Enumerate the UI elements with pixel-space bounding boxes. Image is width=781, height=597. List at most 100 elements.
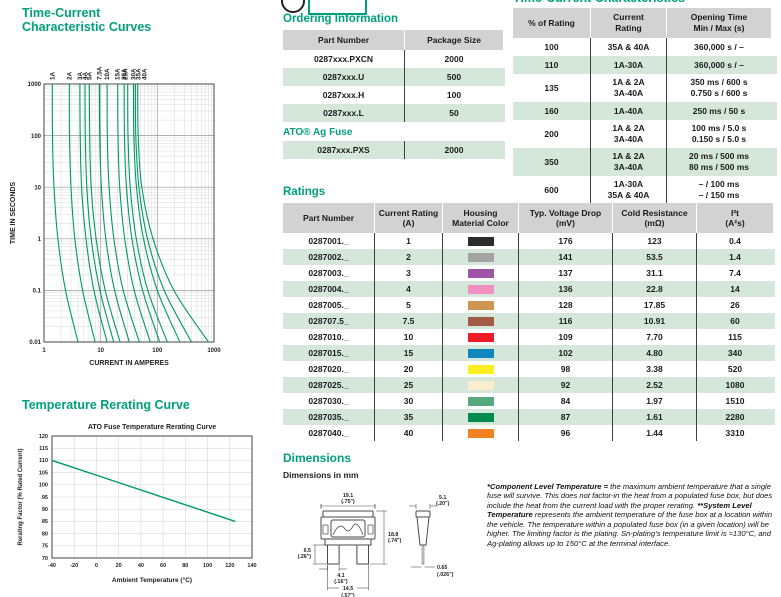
x-tick: 100 (152, 348, 163, 354)
ratings-row-cell: 136 (519, 281, 613, 298)
ratings-row-line: 128 (558, 299, 573, 310)
curve-label-25A: 25A (123, 68, 130, 80)
housing-color-swatch-violet (467, 268, 494, 278)
ratings-row-line: 25 (403, 379, 414, 390)
ratings-row-line: 22.8 (646, 283, 663, 294)
tcc-row-cell: 35A & 40A (591, 38, 667, 56)
ratings-row-cell: 40 (375, 425, 443, 442)
tcc-row-line: 3A-40A (613, 88, 644, 98)
ratings-row-line: 1.44 (646, 427, 663, 438)
fuse-side-view (415, 510, 431, 565)
x-tick: -20 (70, 563, 78, 569)
curve-40A (137, 83, 209, 343)
tcc-header-row: % of Rating Current Rating Opening Time Min … (513, 8, 777, 38)
ratings-row-line: 2 (406, 251, 411, 262)
ratings-row-cell: 520 (697, 361, 773, 377)
dimension-labels: 19.1 (.75") 5.1 (.20") 18.8 (.74") 6.5 (… (298, 493, 454, 597)
tcc-row-line: 110 (544, 59, 559, 70)
dim-span-in: (.57") (341, 593, 355, 597)
x-tick: 100 (203, 563, 212, 569)
y-tick: 110 (39, 458, 48, 464)
ratings-row-cell: 0287025._ (283, 377, 375, 394)
tcc-row-line: 0.150 s / 5.0 s (691, 134, 747, 144)
ratings-row: 0287010._ 10 109 7.70 115 (283, 329, 775, 346)
ratings-row-line: 40 (403, 427, 414, 438)
tcc-row-cell: 350 (513, 148, 591, 176)
x-tick: 1000 (207, 348, 221, 354)
curve-2A (68, 83, 96, 343)
ratings-row-cell: 0287001._ (283, 233, 375, 250)
tcc-header-row-line: Opening Time (690, 12, 748, 23)
ordering-ag-row: 0287xxx.PXS 2000 (283, 141, 505, 160)
ratings-header-row-line: Part Number (302, 212, 354, 223)
tcc-row-line: – / 100 ms (698, 179, 740, 190)
tcc-row-cell: 20 ms / 500 ms 80 ms / 500 ms (667, 148, 771, 176)
ratings-row-line: 0287001._ (308, 235, 349, 246)
x-tick: 140 (247, 563, 256, 569)
tcc-row: 110 1A-30A 360,000 s / – (513, 56, 777, 74)
ratings-row: 0287020._ 20 98 3.38 520 (283, 361, 775, 378)
ratings-row-cell: 20 (375, 361, 443, 378)
ratings-row-cell: 92 (519, 377, 613, 394)
ratings-header-row-line: Material Color (452, 218, 509, 229)
ratings-row-cell: 0287035._ (283, 409, 375, 426)
ordering-header-row-line: Package Size (427, 34, 481, 45)
ratings-row-cell: 137 (519, 265, 613, 282)
y-tick: 1 (38, 237, 42, 243)
dimensions-section: Dimensions Dimensions in mm (283, 451, 483, 597)
tcc-row-line: 3A-40A (613, 162, 644, 172)
x-tick: 120 (225, 563, 234, 569)
ordering-row: 0287xxx.H 100 (283, 86, 505, 105)
dimension-lines (313, 503, 437, 590)
ratings-row-line: 028707.5_ (308, 315, 349, 326)
ratings-header-row-line: Cold Resistance (621, 207, 688, 218)
tcc-row-cell: 200 (513, 120, 591, 148)
ratings-row-line: 0287025._ (308, 379, 349, 390)
curve-label-5A: 5A (86, 71, 93, 80)
ordering-row-line: 50 (449, 107, 459, 118)
ratings-row-line: 53.5 (646, 251, 663, 262)
tcc-row-cell: 600 (513, 176, 591, 204)
curve-label-10A: 10A (104, 68, 111, 80)
tcc-row-line: 135 (544, 82, 559, 93)
ordering-ag-table: 0287xxx.PXS 2000 (283, 141, 505, 160)
ordering-header-row-cell: Part Number (283, 30, 405, 51)
ratings-row-cell: 7.5 (375, 313, 443, 330)
tcc-header-row-cell: Opening Time Min / Max (s) (667, 8, 771, 38)
ordering-row-cell: 50 (405, 104, 503, 122)
ratings-row-cell (443, 409, 519, 426)
ratings-row-line: 115 (728, 331, 742, 342)
y-tick: 95 (42, 495, 48, 501)
ratings-row-line: 340 (727, 347, 743, 358)
ratings-row-line: 1510 (725, 395, 745, 406)
ordering-ag-row-cell: 0287xxx.PXS (283, 141, 405, 160)
ratings-row-line: 0287010._ (308, 331, 349, 342)
plot-border (51, 435, 253, 559)
ratings-row-cell (443, 329, 519, 346)
tcc-header-row-line: % of Rating (528, 17, 575, 28)
ordering-row-cell: 0287xxx.PXCN (283, 50, 405, 69)
tcc-row-line: 100 (544, 41, 559, 52)
ratings-row-cell: 0287010._ (283, 329, 375, 346)
ratings-row-cell: 141 (519, 249, 613, 266)
curve-30A (132, 83, 181, 343)
tcc-row-cell: 250 ms / 50 s (667, 102, 771, 120)
ratings-row-cell: 4.80 (613, 345, 697, 362)
ratings-row-line: 2.52 (646, 379, 663, 390)
tcc-row-line: 200 (544, 128, 559, 139)
housing-color-swatch-pink (467, 284, 494, 294)
ratings-row-line: 30 (403, 395, 414, 406)
tcc-row-line: 360,000 s / – (694, 59, 744, 70)
ratings-row-cell: 115 (697, 329, 773, 345)
ratings-header-row-line: (A) (402, 218, 415, 229)
curve-label-35A: 35A (135, 68, 142, 80)
housing-color-swatch-red (467, 332, 494, 342)
ratings-row-cell: 1510 (697, 393, 773, 409)
ratings-row-line: 60 (730, 315, 740, 326)
dim-leg-mm: 6.5 (304, 548, 311, 554)
temperature-rerating-chart: 120 115 110 105 100 95 90 85 80 75 70-40 -20 0 20 40 60… (18, 424, 257, 584)
ratings-row-cell: 30 (375, 393, 443, 410)
tcc-row-line: 1A & 2A (612, 77, 645, 88)
ratings-row-line: 0287003._ (308, 267, 349, 278)
curve-label-15A: 15A (115, 68, 122, 80)
